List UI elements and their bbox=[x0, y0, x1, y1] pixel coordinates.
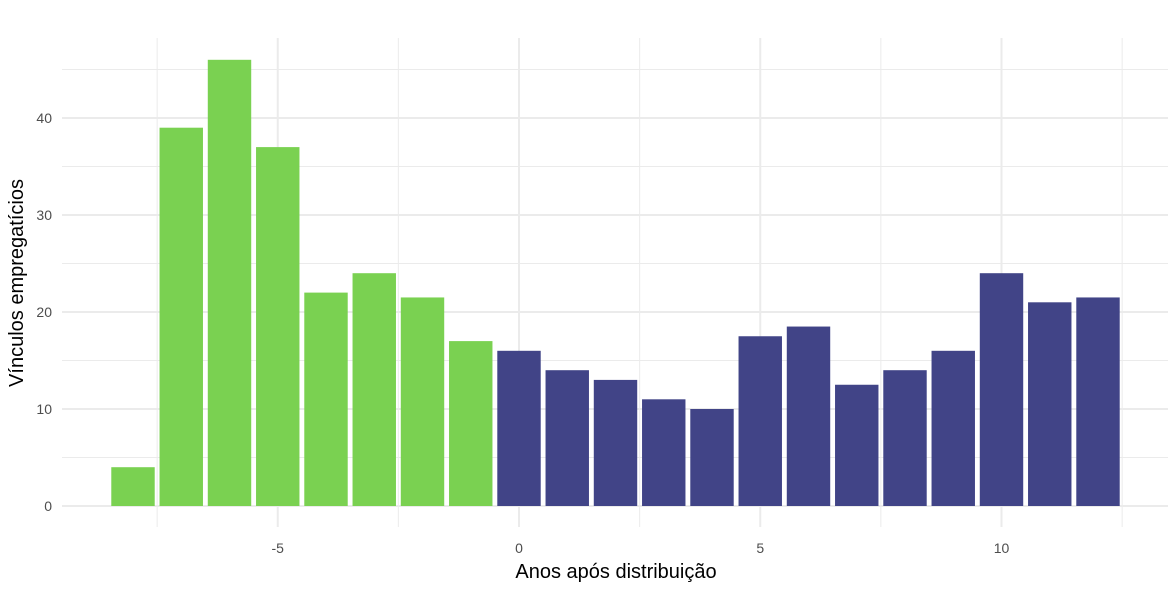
x-tick-label: 5 bbox=[756, 540, 764, 556]
bar bbox=[883, 370, 927, 506]
bar bbox=[449, 341, 493, 506]
bar bbox=[1076, 297, 1120, 506]
x-axis-title: Anos após distribuição bbox=[515, 561, 716, 583]
x-tick-label: -5 bbox=[272, 540, 285, 556]
y-tick-label: 40 bbox=[36, 110, 52, 126]
bar bbox=[400, 297, 445, 506]
bar bbox=[642, 399, 686, 506]
bar bbox=[931, 350, 975, 506]
y-tick-label: 20 bbox=[36, 304, 52, 320]
y-tick-label: 0 bbox=[44, 498, 52, 514]
bar bbox=[835, 384, 879, 506]
bar bbox=[352, 273, 396, 506]
x-tick-label: 10 bbox=[994, 540, 1010, 556]
bar bbox=[545, 370, 589, 506]
bar bbox=[159, 127, 203, 506]
y-tick-label: 10 bbox=[36, 401, 52, 417]
bar bbox=[738, 336, 782, 506]
bar bbox=[256, 147, 300, 506]
bar bbox=[111, 467, 155, 506]
y-tick-labels: 0 10 20 30 40 bbox=[36, 110, 52, 514]
bar bbox=[497, 350, 541, 506]
x-tick-labels: -5 0 5 10 bbox=[272, 540, 1010, 556]
y-axis-title: Vínculos empregatícios bbox=[6, 179, 28, 387]
bar bbox=[786, 326, 831, 506]
bar bbox=[690, 409, 734, 506]
x-tick-label: 0 bbox=[515, 540, 523, 556]
bar bbox=[593, 379, 638, 506]
bar bbox=[1028, 302, 1072, 506]
y-tick-label: 30 bbox=[36, 207, 52, 223]
bars bbox=[111, 59, 1120, 507]
bar bbox=[304, 292, 348, 506]
bar bbox=[207, 59, 252, 507]
bar bbox=[979, 273, 1024, 506]
